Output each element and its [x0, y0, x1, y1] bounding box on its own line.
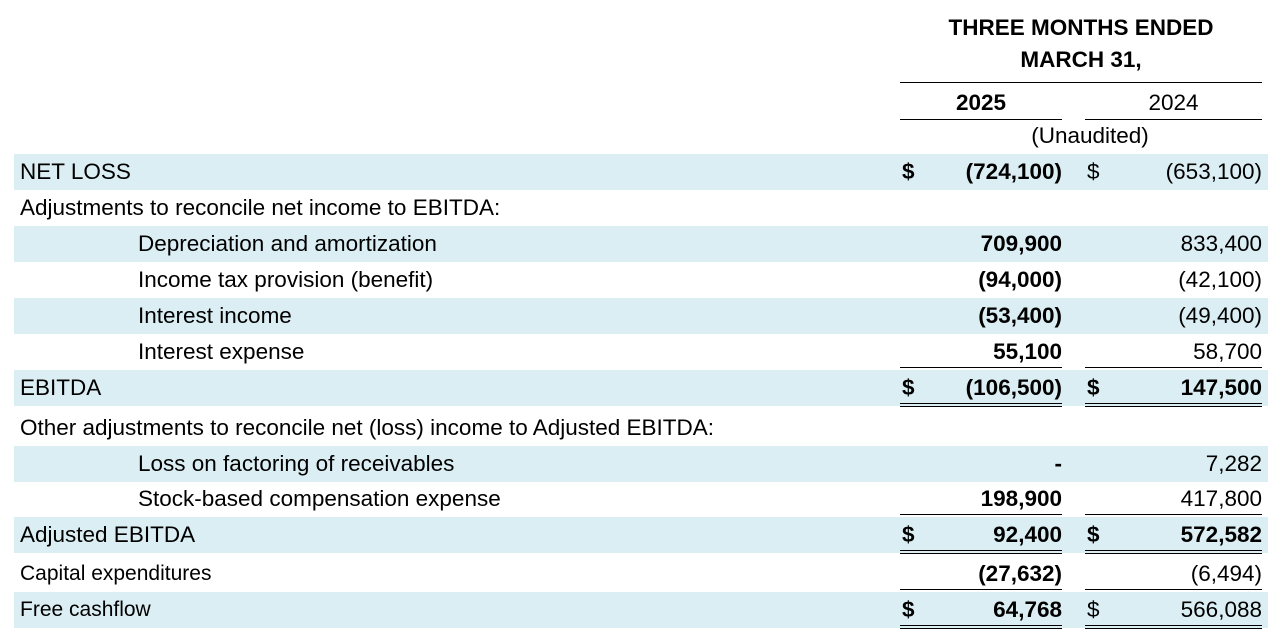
value-2024: (6,494)	[1085, 556, 1262, 590]
amount: 709,900	[980, 231, 1062, 256]
row-label: Depreciation and amortization	[138, 231, 437, 256]
currency-symbol: $	[902, 159, 915, 184]
value-2025: (94,000)	[900, 262, 1062, 295]
table-row-loss-on-factoring: Loss on factoring of receivables - 7,282	[14, 446, 1268, 482]
value-2024: 58,700	[1085, 334, 1262, 368]
table-row-adjusted-ebitda: Adjusted EBITDA $ 92,400 $ 572,582	[14, 517, 1268, 554]
amount: 7,282	[1205, 451, 1262, 476]
period-title-line2: MARCH 31,	[1020, 47, 1142, 72]
amount: 198,900	[980, 486, 1062, 511]
value-2024: 833,400	[1085, 226, 1262, 259]
row-label: Interest expense	[138, 339, 305, 364]
amount: 147,500	[1180, 375, 1262, 400]
table-row-ebitda: EBITDA $ (106,500) $ 147,500	[14, 370, 1268, 407]
value-2024: 417,800	[1085, 481, 1262, 515]
amount: (49,400)	[1178, 303, 1262, 328]
row-label: Free cashflow	[20, 598, 151, 621]
value-2024: 7,282	[1085, 446, 1262, 479]
table-row-income-tax: Income tax provision (benefit) (94,000) …	[14, 262, 1268, 298]
table-row-net-loss: NET LOSS $ (724,100) $ (653,100)	[14, 154, 1268, 190]
row-label: Interest income	[138, 303, 292, 328]
value-2024: $ 147,500	[1085, 370, 1262, 407]
amount: 55,100	[993, 339, 1062, 364]
amount: (53,400)	[978, 303, 1062, 328]
value-2025: (27,632)	[900, 556, 1062, 590]
table-row-other-adjustments-heading: Other adjustments to reconcile net (loss…	[14, 410, 1268, 446]
amount: (94,000)	[978, 267, 1062, 292]
row-label: Stock-based compensation expense	[138, 486, 501, 511]
currency-symbol: $	[1087, 522, 1100, 547]
year-2025-header: 2025	[900, 87, 1062, 120]
table-row-depreciation: Depreciation and amortization 709,900 83…	[14, 226, 1268, 262]
row-label: Loss on factoring of receivables	[138, 451, 455, 476]
currency-symbol: $	[902, 597, 915, 622]
row-label: Income tax provision (benefit)	[138, 267, 434, 292]
currency-symbol: $	[1087, 375, 1100, 400]
table-row-adjustments-heading: Adjustments to reconcile net income to E…	[14, 190, 1268, 226]
value-2025: $ (106,500)	[900, 370, 1062, 407]
amount: (653,100)	[1165, 159, 1262, 184]
row-label: NET LOSS	[20, 159, 131, 184]
value-2024: $ 572,582	[1085, 517, 1262, 554]
amount: (106,500)	[965, 375, 1062, 400]
amount: 417,800	[1180, 486, 1262, 511]
year-2024-header: 2024	[1085, 87, 1262, 120]
amount: -	[1054, 451, 1063, 476]
currency-symbol: $	[902, 522, 915, 547]
value-2024: (49,400)	[1085, 298, 1262, 331]
amount: 92,400	[993, 522, 1062, 547]
row-label: Adjustments to reconcile net income to E…	[20, 195, 501, 220]
value-2025: -	[900, 446, 1063, 479]
value-2025: (53,400)	[900, 298, 1062, 331]
value-2025: $ (724,100)	[900, 154, 1062, 187]
value-2024: $ (653,100)	[1085, 154, 1262, 187]
amount: (42,100)	[1178, 267, 1262, 292]
row-label: Adjusted EBITDA	[20, 522, 196, 547]
value-2025: $ 92,400	[900, 517, 1062, 554]
table-row-stock-compensation: Stock-based compensation expense 198,900…	[14, 481, 1268, 517]
amount: 566,088	[1180, 597, 1262, 622]
amount: (27,632)	[978, 561, 1062, 586]
amount: 58,700	[1193, 339, 1262, 364]
value-2024: $ 566,088	[1085, 592, 1262, 629]
amount: 64,768	[993, 597, 1062, 622]
row-label: Other adjustments to reconcile net (loss…	[20, 415, 715, 440]
value-2024: (42,100)	[1085, 262, 1262, 295]
unaudited-label: (Unaudited)	[1031, 123, 1149, 148]
period-header: THREE MONTHS ENDED MARCH 31,	[900, 12, 1262, 83]
value-2025: $ 64,768	[900, 592, 1062, 629]
period-title-line1: THREE MONTHS ENDED	[948, 15, 1214, 40]
amount: (724,100)	[965, 159, 1062, 184]
table-row-capital-expenditures: Capital expenditures (27,632) (6,494)	[14, 556, 1268, 592]
row-label: EBITDA	[20, 375, 102, 400]
value-2025: 55,100	[900, 334, 1062, 368]
row-label: Capital expenditures	[20, 562, 212, 585]
amount: 572,582	[1180, 522, 1262, 547]
table-row-interest-income: Interest income (53,400) (49,400)	[14, 298, 1268, 334]
currency-symbol: $	[902, 375, 915, 400]
value-2025: 198,900	[900, 481, 1062, 515]
table-row-free-cashflow: Free cashflow $ 64,768 $ 566,088	[14, 592, 1268, 629]
amount: (6,494)	[1190, 561, 1262, 586]
amount: 833,400	[1180, 231, 1262, 256]
table-row-interest-expense: Interest expense 55,100 58,700	[14, 334, 1268, 370]
value-2025: 709,900	[900, 226, 1062, 259]
currency-symbol: $	[1087, 159, 1100, 184]
currency-symbol: $	[1087, 597, 1100, 622]
